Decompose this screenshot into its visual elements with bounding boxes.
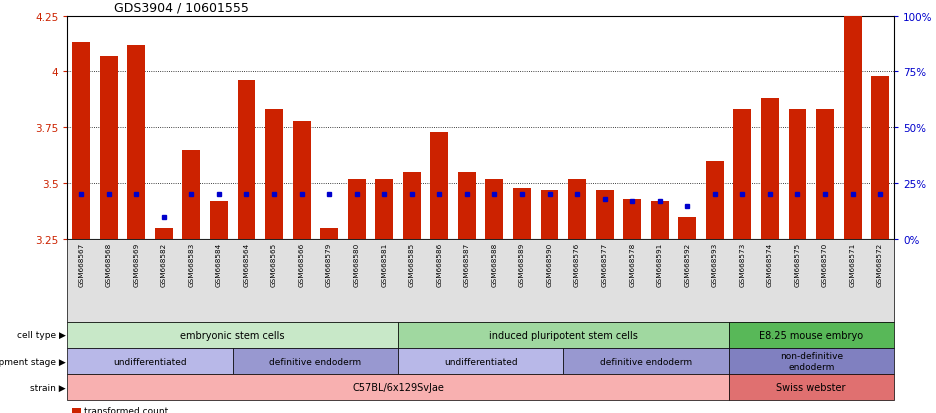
- Bar: [816, 110, 834, 240]
- Text: GDS3904 / 10601555: GDS3904 / 10601555: [114, 2, 249, 14]
- Text: Swiss webster: Swiss webster: [777, 382, 846, 392]
- Text: embryonic stem cells: embryonic stem cells: [181, 330, 285, 340]
- Bar: [238, 81, 256, 240]
- Text: GSM668573: GSM668573: [739, 242, 745, 286]
- Text: E8.25 mouse embryo: E8.25 mouse embryo: [759, 330, 863, 340]
- Bar: [127, 45, 145, 240]
- Text: GSM668590: GSM668590: [547, 242, 552, 286]
- Bar: [154, 228, 173, 240]
- Text: definitive endoderm: definitive endoderm: [270, 357, 361, 366]
- Text: GSM668572: GSM668572: [877, 242, 883, 286]
- Bar: [72, 43, 90, 240]
- Text: development stage ▶: development stage ▶: [0, 357, 66, 366]
- Bar: [843, 17, 861, 240]
- Text: GSM668582: GSM668582: [161, 242, 167, 286]
- Bar: [513, 188, 531, 240]
- Bar: [431, 133, 448, 240]
- Text: definitive endoderm: definitive endoderm: [600, 357, 692, 366]
- Text: cell type ▶: cell type ▶: [17, 331, 66, 339]
- Text: GSM668591: GSM668591: [657, 242, 663, 286]
- Bar: [734, 110, 752, 240]
- Text: GSM668580: GSM668580: [354, 242, 359, 286]
- Bar: [347, 179, 366, 240]
- Bar: [210, 202, 227, 240]
- Text: GSM668592: GSM668592: [684, 242, 690, 286]
- Text: GSM668593: GSM668593: [711, 242, 718, 286]
- Text: GSM668569: GSM668569: [133, 242, 139, 286]
- Text: non-definitive
endoderm: non-definitive endoderm: [780, 351, 842, 371]
- Text: induced pluripotent stem cells: induced pluripotent stem cells: [489, 330, 637, 340]
- Text: strain ▶: strain ▶: [30, 383, 66, 392]
- Text: GSM668589: GSM668589: [519, 242, 525, 286]
- Bar: [402, 173, 420, 240]
- Text: GSM668583: GSM668583: [188, 242, 195, 286]
- Bar: [761, 99, 779, 240]
- Bar: [595, 190, 614, 240]
- Text: GSM668574: GSM668574: [767, 242, 773, 286]
- Text: GSM668581: GSM668581: [381, 242, 388, 286]
- Text: GSM668578: GSM668578: [629, 242, 636, 286]
- Text: GSM668565: GSM668565: [271, 242, 277, 286]
- Bar: [679, 217, 696, 240]
- Bar: [375, 179, 393, 240]
- Bar: [458, 173, 475, 240]
- Bar: [871, 77, 889, 240]
- Text: GSM668570: GSM668570: [822, 242, 828, 286]
- Text: GSM668571: GSM668571: [850, 242, 856, 286]
- Text: GSM668564: GSM668564: [243, 242, 250, 286]
- Bar: [541, 190, 559, 240]
- Bar: [706, 161, 724, 240]
- Bar: [265, 110, 283, 240]
- Text: GSM668567: GSM668567: [79, 242, 84, 286]
- Text: undifferentiated: undifferentiated: [113, 357, 187, 366]
- Text: GSM668566: GSM668566: [299, 242, 304, 286]
- Text: GSM668588: GSM668588: [491, 242, 497, 286]
- Text: GSM668575: GSM668575: [795, 242, 800, 286]
- Bar: [486, 179, 504, 240]
- Bar: [100, 57, 118, 240]
- Text: GSM668586: GSM668586: [436, 242, 443, 286]
- Text: GSM668587: GSM668587: [464, 242, 470, 286]
- Text: GSM668568: GSM668568: [106, 242, 111, 286]
- Bar: [623, 199, 641, 240]
- Bar: [568, 179, 586, 240]
- Bar: [651, 202, 668, 240]
- Text: GSM668577: GSM668577: [602, 242, 607, 286]
- Bar: [183, 150, 200, 240]
- Bar: [293, 121, 311, 240]
- Text: GSM668579: GSM668579: [326, 242, 332, 286]
- Text: GSM668576: GSM668576: [574, 242, 580, 286]
- Bar: [320, 228, 338, 240]
- Text: GSM668584: GSM668584: [216, 242, 222, 286]
- Bar: [788, 110, 807, 240]
- Text: C57BL/6x129SvJae: C57BL/6x129SvJae: [352, 382, 444, 392]
- Text: GSM668585: GSM668585: [409, 242, 415, 286]
- Text: undifferentiated: undifferentiated: [444, 357, 518, 366]
- Text: transformed count: transformed count: [84, 406, 168, 413]
